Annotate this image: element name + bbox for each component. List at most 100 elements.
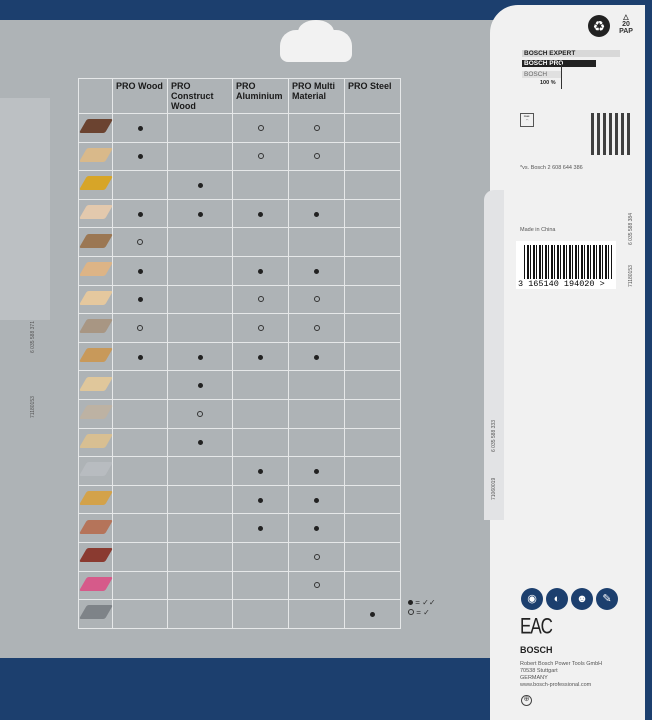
suitability-cell [288, 513, 345, 543]
material-cell [78, 456, 113, 486]
material-icon [78, 233, 113, 248]
suitability-cell [167, 170, 233, 200]
suitability-cell [288, 427, 345, 458]
suitability-cell [112, 198, 168, 229]
table-row [78, 541, 401, 572]
header-pro-construct-wood: PRO Construct Wood [167, 78, 233, 114]
table-row [78, 427, 401, 458]
address-city: 70538 Stuttgart [520, 668, 558, 674]
bar-bosch-pro: BOSCH PRO [522, 60, 596, 67]
suitability-cell [344, 570, 401, 601]
full-dot-icon [197, 354, 203, 360]
table-row [78, 341, 401, 372]
legend-full: = ✓✓ [415, 598, 436, 607]
suitability-cell [232, 141, 289, 172]
table-row [78, 599, 401, 629]
barcode: 3 165140 194020 > [516, 241, 616, 289]
full-dot-icon [137, 211, 143, 217]
material-icon [78, 119, 113, 134]
suitability-cell [112, 456, 168, 486]
empty-dot-icon [257, 296, 264, 303]
suitability-cell [232, 198, 289, 229]
suitability-cell [288, 255, 345, 286]
suitability-cell [167, 255, 233, 286]
suitability-cell [288, 341, 345, 372]
suitability-cell [112, 341, 168, 372]
eac-mark: EAC [520, 614, 553, 639]
material-icon [78, 576, 113, 591]
suitability-cell [167, 570, 233, 601]
suitability-cell [232, 427, 289, 458]
percent-label: 100 % [540, 80, 556, 86]
suitability-cell [288, 541, 345, 572]
suitability-cell [344, 427, 401, 458]
suitability-cell [288, 141, 345, 172]
full-dot-icon [408, 600, 413, 605]
material-cell [78, 513, 113, 543]
suitability-cell [167, 427, 233, 458]
suitability-cell [232, 170, 289, 200]
full-dot-icon [370, 611, 375, 617]
suitability-cell [232, 284, 289, 315]
address-website[interactable]: www.bosch-professional.com [520, 682, 592, 688]
suitability-cell [288, 227, 345, 257]
suitability-cell [167, 113, 233, 143]
suitability-cell [112, 313, 168, 343]
speed-gauge-icon: max. ◠ [520, 113, 534, 127]
empty-dot-icon [313, 324, 320, 331]
material-cell [78, 284, 113, 315]
suitability-cell [232, 227, 289, 257]
material-icon [78, 205, 113, 220]
made-in: Made in China [520, 227, 556, 233]
table-row [78, 484, 401, 515]
suitability-cell [167, 513, 233, 543]
material-cell [78, 599, 113, 629]
full-dot-icon [258, 468, 263, 474]
full-dot-icon [137, 297, 143, 303]
suitability-cell [167, 227, 233, 257]
empty-dot-icon [313, 582, 320, 589]
suitability-cell [344, 370, 401, 400]
table-row [78, 370, 401, 400]
suitability-cell [232, 570, 289, 601]
empty-dot-icon [313, 124, 320, 131]
material-icon [78, 462, 113, 477]
address-country: GERMANY [520, 675, 548, 681]
suitability-cell [112, 570, 168, 601]
suitability-cell [112, 170, 168, 200]
suitability-cell [344, 113, 401, 143]
material-icon [78, 147, 113, 162]
suitability-cell [167, 370, 233, 400]
suitability-cell [167, 599, 233, 629]
empty-dot-icon [137, 239, 143, 246]
pap-recycle-icon: △ 20 PAP [619, 14, 633, 35]
full-dot-icon [137, 268, 143, 274]
full-dot-icon [314, 526, 319, 532]
material-icon [78, 605, 113, 620]
legend-empty: = ✓ [416, 608, 430, 617]
suitability-cell [232, 484, 289, 515]
mask-icon: ☻ [571, 588, 593, 610]
top-band [0, 0, 652, 20]
suitability-cell [167, 284, 233, 315]
hanger-hole [280, 20, 352, 62]
table-row [78, 170, 401, 200]
empty-dot-icon [313, 296, 320, 303]
material-icon [78, 376, 113, 391]
suitability-cell [288, 570, 345, 601]
full-dot-icon [258, 526, 263, 532]
left-code-b: 71180153 [30, 396, 36, 418]
suitability-cell [344, 284, 401, 315]
full-dot-icon [314, 468, 319, 474]
table-row [78, 313, 401, 343]
ear-protection-icon: ◐ [546, 588, 568, 610]
eye-protection-icon: ◉ [521, 588, 543, 610]
full-dot-icon [197, 383, 203, 389]
suitability-cell [232, 255, 289, 286]
material-cell [78, 113, 113, 143]
empty-dot-icon [257, 324, 264, 331]
full-dot-icon [197, 440, 203, 446]
material-icon [78, 290, 113, 305]
header-material [78, 78, 113, 114]
suitability-cell [288, 456, 345, 486]
